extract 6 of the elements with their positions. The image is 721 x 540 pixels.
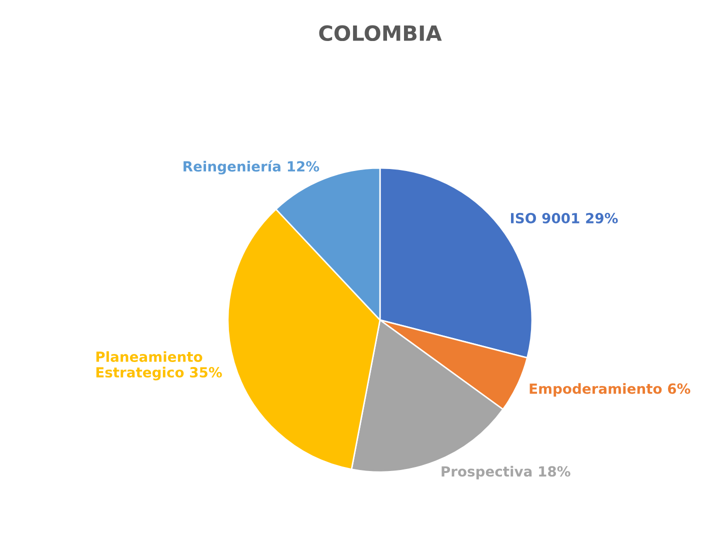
slice-label: ISO 9001 29% (510, 212, 618, 224)
chart-title: COLOMBIA (319, 25, 442, 42)
slice-label: Empoderamiento 6% (530, 383, 690, 397)
slice-label: Reingeniería 12% (184, 160, 320, 174)
slice-label: Planeamiento Estrategico 35% (96, 351, 222, 380)
slice-label: Prospectiva 18% (442, 466, 570, 480)
